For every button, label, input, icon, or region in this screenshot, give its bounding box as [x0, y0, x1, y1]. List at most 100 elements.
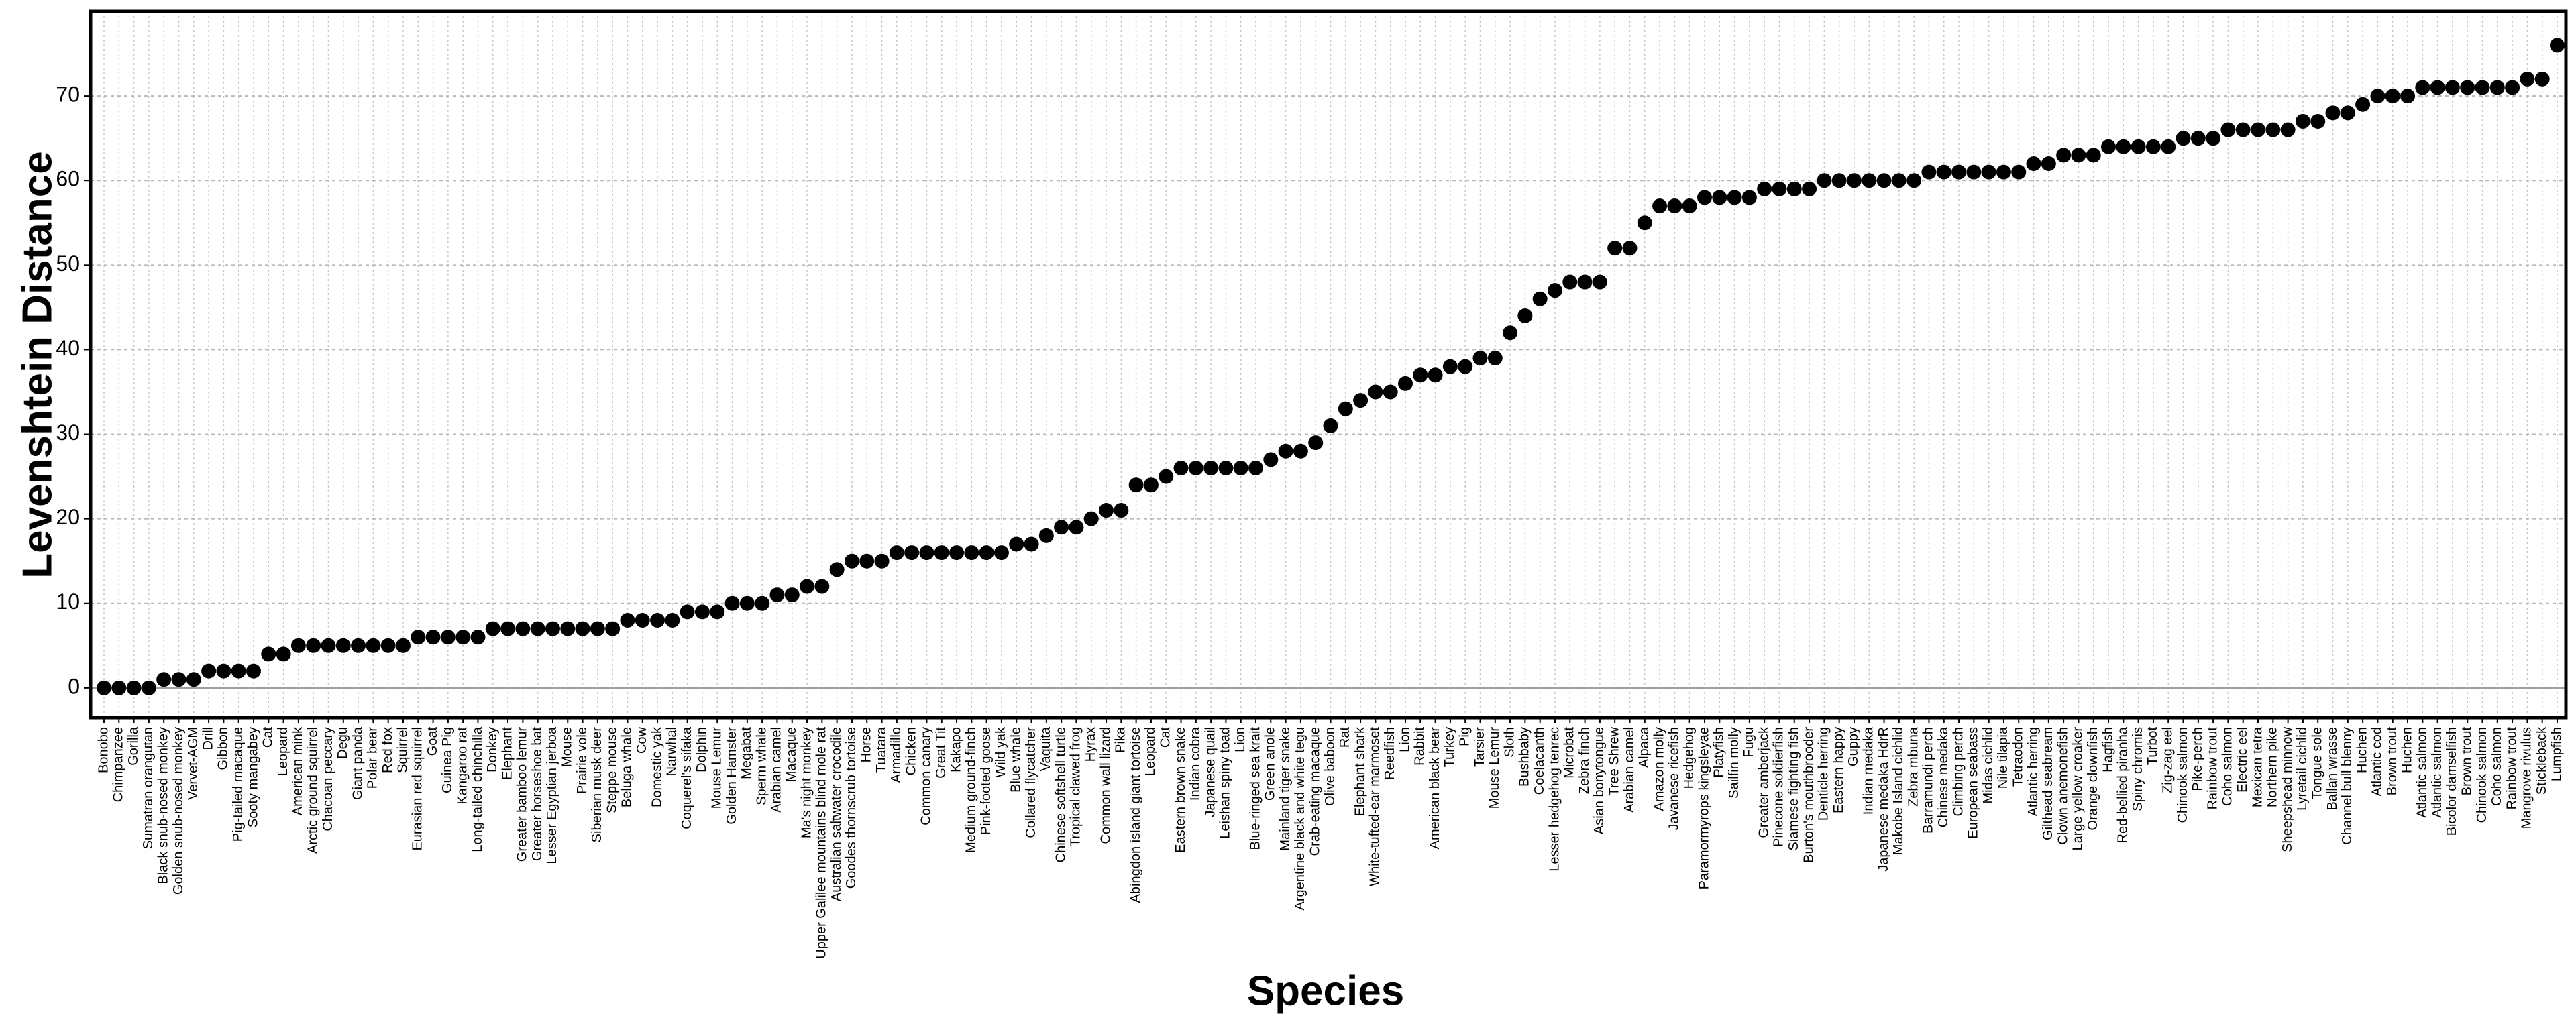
x-tick-label: Sperm whale — [754, 727, 769, 805]
point — [1862, 173, 1877, 188]
point — [2235, 122, 2251, 137]
x-tick-label: Argentine black and white tegu — [1293, 727, 1307, 911]
x-tick-label: Mouse Lemur — [1487, 727, 1502, 809]
point — [2206, 131, 2221, 146]
x-tick-label: Sloth — [1502, 727, 1517, 758]
point — [2489, 80, 2505, 95]
point — [2116, 139, 2131, 154]
point — [171, 672, 186, 687]
x-tick-label: Amazon molly — [1652, 727, 1666, 811]
x-tick-label: American mink — [290, 726, 305, 815]
x-tick-label: Chicken — [904, 727, 918, 775]
x-tick-label: Golden Hamster — [724, 727, 739, 825]
x-tick-label: Brown trout — [2459, 727, 2474, 796]
x-tick-label: Pink-footed goose — [979, 727, 994, 835]
x-tick-label: Lion — [1233, 727, 1248, 752]
point — [1517, 308, 1533, 323]
x-tick-label: Rainbow trout — [2205, 727, 2220, 810]
point — [97, 680, 111, 695]
point — [2011, 164, 2027, 180]
x-tick-label: Vervet-AGM — [186, 727, 201, 800]
point — [1727, 190, 1742, 205]
point — [904, 545, 920, 561]
x-tick-label: Blue-ringed sea krait — [1248, 727, 1263, 850]
point — [1054, 520, 1069, 535]
point — [216, 663, 231, 679]
point — [1802, 181, 1817, 196]
point — [1128, 477, 1144, 493]
point — [1413, 367, 1428, 383]
x-tick-label: Bonobo — [96, 727, 111, 773]
point — [500, 621, 516, 636]
point — [1458, 359, 1473, 374]
x-tick-label: Mainland tiger snake — [1278, 727, 1293, 851]
x-tick-label: Siberian musk deer — [590, 727, 604, 843]
x-tick-label: Pig — [1457, 727, 1472, 746]
x-tick-label: Olive baboon — [1323, 727, 1338, 806]
x-tick-label: Indian medaka — [1862, 726, 1876, 815]
point — [784, 587, 800, 603]
point — [829, 562, 845, 577]
x-tick-label: Japanese medaka HdrR — [1876, 727, 1891, 872]
x-tick-label: Chimpanzee — [111, 727, 126, 802]
point — [485, 621, 500, 636]
point — [1503, 325, 1518, 341]
x-tick-label: Leishan spiny toad — [1218, 727, 1233, 839]
point — [1936, 164, 1951, 180]
point — [411, 630, 426, 645]
x-tick-label: Platyfish — [1712, 727, 1727, 778]
x-tick-label: Huchen — [2355, 727, 2369, 773]
x-tick-label: Huchen — [2400, 727, 2414, 773]
x-tick-label: Zebra finch — [1577, 727, 1592, 794]
point — [1248, 460, 1264, 475]
point — [2161, 139, 2176, 154]
x-tick-label: Coelacanth — [1532, 727, 1547, 795]
x-tick-label: Tree Shrew — [1607, 726, 1621, 795]
x-tick-label: Ma's night monkey — [799, 727, 814, 838]
x-tick-label: Domestic yak — [649, 726, 664, 807]
x-tick-label: Asian bonytongue — [1592, 727, 1607, 834]
point — [2086, 148, 2101, 163]
x-tick-label: Common canary — [919, 727, 934, 825]
point — [1263, 452, 1279, 467]
x-tick-label: Barramundi perch — [1921, 727, 1936, 834]
point — [694, 604, 710, 620]
point — [1472, 351, 1488, 366]
x-tick-label: Golden snub-nosed monkey — [171, 727, 186, 895]
point — [1772, 181, 1787, 196]
point — [515, 621, 531, 636]
point — [1038, 528, 1054, 543]
point — [1203, 460, 1219, 475]
x-tick-label: Rabbit — [1413, 727, 1428, 766]
x-tick-label: Kakapo — [949, 727, 963, 772]
x-tick-label: Coho salmon — [2489, 727, 2504, 806]
point — [1368, 384, 1383, 400]
point — [1188, 460, 1203, 475]
x-tick-label: Kangaroo rat — [455, 727, 470, 805]
x-tick-label: Guinea Pig — [440, 727, 455, 793]
x-tick-label: Lyretail cichlid — [2295, 727, 2310, 811]
point — [620, 612, 635, 628]
x-tick-label: Red-bellied piranha — [2116, 726, 2131, 843]
point — [1981, 164, 1996, 180]
x-tick-label: Indian cobra — [1188, 726, 1203, 801]
point — [1951, 164, 1967, 180]
point — [156, 672, 172, 687]
x-tick-label: Common wall lizard — [1098, 727, 1113, 844]
point — [2056, 148, 2072, 163]
point — [351, 638, 366, 653]
x-tick-label: Squirrel — [395, 727, 410, 773]
point — [1143, 477, 1159, 493]
point — [650, 612, 665, 628]
x-tick-label: Large yellow croaker — [2071, 727, 2086, 851]
x-tick-label: Reedfish — [1383, 727, 1397, 780]
point — [1428, 367, 1443, 383]
point — [2340, 105, 2355, 121]
x-tick-label: Drill — [201, 727, 215, 750]
x-tick-label: Zebra mbuna — [1906, 726, 1921, 807]
x-tick-label: Donkey — [485, 727, 500, 772]
point — [1233, 460, 1248, 475]
x-tick-label: Polar bear — [366, 727, 380, 789]
x-tick-label: Pike-perch — [2190, 727, 2205, 791]
